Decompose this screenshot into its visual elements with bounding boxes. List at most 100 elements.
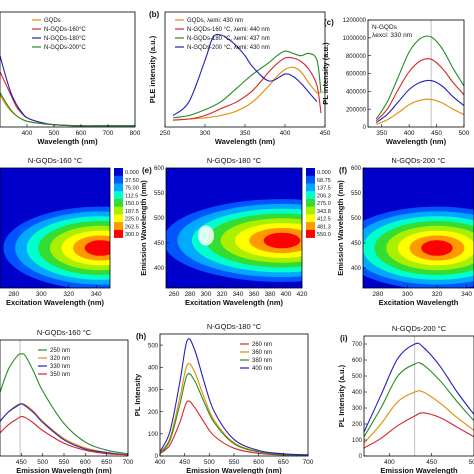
plot-frame-e xyxy=(165,167,303,289)
y-axis-label-c: PL intensity (a.u.) xyxy=(321,42,330,105)
x-tick-label-i: 500 xyxy=(469,459,474,466)
colorbar-label-e: 481.3 xyxy=(317,224,331,230)
x-tick-label-g: 650 xyxy=(101,459,112,466)
colorbar-label-d: 150.0 xyxy=(125,201,139,207)
plot-frame-f xyxy=(362,167,474,289)
x-tick-label-i: 450 xyxy=(426,459,437,466)
legend-entry-g: 350 nm xyxy=(50,372,70,378)
y-tick-label-e: 600 xyxy=(154,166,165,172)
annotation-2-c: λexci: 330 nm xyxy=(372,32,412,39)
x-tick-label-e: 380 xyxy=(265,291,276,298)
panel-label-b: (b) xyxy=(149,10,160,19)
y-tick-label-i: 0 xyxy=(359,454,363,460)
y-tick-label-f: 400 xyxy=(351,266,362,272)
y-tick-label-e: 500 xyxy=(154,216,165,222)
x-tick-label-f: 340 xyxy=(461,291,472,298)
series-line-g-1 xyxy=(0,403,128,456)
colorbar-label-e: 0.000 xyxy=(317,170,331,176)
x-tick-label-a: 400 xyxy=(22,130,33,137)
colorbar-label-d: 225.0 xyxy=(125,217,139,223)
legend-entry-b: GQDs, λemi: 430 nm xyxy=(187,18,243,24)
y-tick-label-e: 450 xyxy=(154,241,165,247)
series-line-i-1 xyxy=(364,362,474,438)
colorbar-swatch-d xyxy=(114,229,123,238)
series-line-i-2 xyxy=(364,390,474,444)
y-axis-label-i: PL Intensity (a.u.) xyxy=(337,364,346,427)
colorbar-swatch-d xyxy=(114,214,123,223)
y-tick-label-f: 550 xyxy=(351,191,362,197)
contour-level-f xyxy=(421,240,453,256)
y-tick-label-c: 800000 xyxy=(346,54,367,60)
legend-entry-b: N-GQDs-160 °C, λemi: 440 nm xyxy=(187,27,270,33)
series-line-b-3 xyxy=(172,33,318,116)
colorbar-label-d: 300.0 xyxy=(125,232,139,238)
y-tick-label-i: 300 xyxy=(352,406,363,412)
x-tick-label-c: 450 xyxy=(431,130,442,137)
x-tick-label-e: 420 xyxy=(297,291,308,298)
legend-entry-a: GQDs xyxy=(44,18,61,24)
colorbar-swatch-e xyxy=(306,214,315,223)
y-tick-label-i: 500 xyxy=(352,374,363,380)
panel-title-g: N-GQDs-160 °C xyxy=(37,328,92,337)
series-line-b-1 xyxy=(172,56,322,121)
legend-entry-h: 360 nm xyxy=(252,350,272,356)
y-tick-label-h: 100 xyxy=(148,432,159,438)
colorbar-label-e: 343.8 xyxy=(317,209,331,215)
panel-label-c: (c) xyxy=(324,18,334,27)
y-axis-label-h: PL Intensity xyxy=(133,373,142,416)
series-line-c-3 xyxy=(375,35,464,120)
series-line-g-0 xyxy=(0,353,128,455)
panel-label-e: (e) xyxy=(142,166,152,175)
colorbar-label-d: 187.5 xyxy=(125,209,139,215)
panel-a: 400 500 600 700 800 Wavelength (nm) GQDs N-GQDs… xyxy=(0,11,141,146)
y-tick-label-i: 400 xyxy=(352,390,363,396)
x-tick-label-b: 350 xyxy=(240,130,251,137)
x-tick-label-b: 400 xyxy=(280,130,291,137)
x-tick-label-d: 300 xyxy=(36,291,47,298)
colorbar-label-d: 112.5 xyxy=(125,193,138,199)
x-tick-label-a: 800 xyxy=(130,130,141,137)
x-tick-label-c: 350 xyxy=(376,130,387,137)
contour-level-d xyxy=(84,240,110,256)
legend-entry-b: N-GQDs-180 °C, λemi: 437 nm xyxy=(187,36,270,42)
plot-frame-i xyxy=(363,335,474,457)
series-line-a-3 xyxy=(0,92,135,127)
contour-level-e xyxy=(263,232,301,249)
y-tick-label-c: 600000 xyxy=(346,72,367,78)
legend-entry-h: 400 nm xyxy=(252,366,272,372)
x-tick-label-h: 450 xyxy=(179,459,190,466)
colorbar-label-e: 137.5 xyxy=(317,186,331,192)
x-tick-label-e: 260 xyxy=(169,291,180,298)
panel-label-i: (i) xyxy=(340,334,348,343)
y-tick-label-c: 400000 xyxy=(346,90,367,96)
colorbar-swatch-e xyxy=(306,198,315,207)
series-line-h-2 xyxy=(160,372,308,456)
plot-frame-a xyxy=(0,11,136,128)
colorbar-swatch-d xyxy=(114,222,123,231)
panel-f: 280 300 320 340 400 450 500 550 600 Excitation Wa… xyxy=(336,156,474,307)
series-line-c-0 xyxy=(376,98,464,125)
colorbar-label-e: 68.75 xyxy=(317,178,331,184)
series-line-h-1 xyxy=(160,362,308,456)
x-tick-label-f: 280 xyxy=(372,291,383,298)
x-tick-label-g: 450 xyxy=(16,459,27,466)
series-line-b-2 xyxy=(172,50,322,119)
x-axis-label-f: Excitation Wavelength xyxy=(379,298,459,307)
x-tick-label-e: 320 xyxy=(217,291,228,298)
colorbar-label-d: 37.50 xyxy=(125,178,139,184)
colorbar-label-e: 206.3 xyxy=(317,193,331,199)
panel-h: 400 450 500 550 600 650 7000100200300400500Emi… xyxy=(133,322,314,474)
y-axis-label-f: Emission Wavelength (nm) xyxy=(336,180,345,276)
series-line-c-2 xyxy=(375,58,464,122)
y-tick-label-h: 300 xyxy=(148,388,159,394)
series-line-i-3 xyxy=(364,412,474,449)
y-tick-label-e: 400 xyxy=(154,266,165,272)
y-tick-label-i: 700 xyxy=(352,342,363,348)
annotation-c: N-GQDs xyxy=(372,24,398,31)
y-tick-label-i: 600 xyxy=(352,358,363,364)
colorbar-swatch-d xyxy=(114,206,123,215)
x-tick-label-e: 340 xyxy=(233,291,244,298)
contour-island-e xyxy=(198,225,214,246)
colorbar-swatch-d xyxy=(114,183,123,192)
